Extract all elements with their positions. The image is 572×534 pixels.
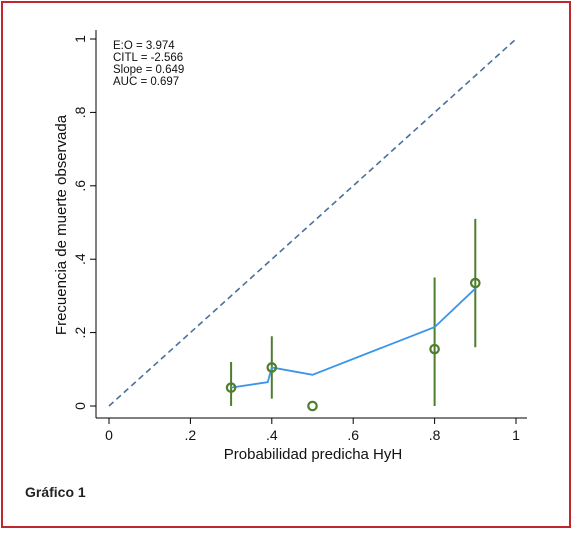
- y-axis-label: Frecuencia de muerte observada: [53, 114, 70, 335]
- group-marker: [429, 343, 440, 355]
- eo-annotation: E:O = 3.974: [113, 40, 175, 52]
- y-tick-label: 0: [72, 402, 88, 410]
- x-tick-label: .4: [266, 427, 278, 443]
- y-tick-label: .4: [72, 253, 88, 265]
- group-marker: [225, 382, 237, 393]
- y-tick-label: .8: [72, 106, 88, 118]
- x-tick-label: 1: [512, 427, 520, 443]
- x-ticks: 0 .2 .4 .6 .8 1: [105, 418, 520, 443]
- reference-diagonal-line: [108, 38, 517, 407]
- group-marker: [469, 277, 481, 289]
- group-marker: [307, 400, 318, 412]
- auc-annotation: AUC = 0.697: [113, 76, 179, 88]
- y-tick-label: .6: [72, 180, 88, 192]
- x-axis-label: Probabilidad predicha HyH: [224, 446, 402, 463]
- group-marker: [266, 362, 278, 373]
- group-points: [225, 277, 481, 412]
- y-tick-label: .2: [72, 327, 88, 339]
- figure-caption: Gráfico 1: [25, 484, 86, 500]
- x-tick-label: .6: [347, 427, 359, 443]
- y-ticks: 0 .2 .4 .6 .8 1: [72, 35, 96, 410]
- smoothed-calibration-curve: [230, 287, 476, 389]
- x-tick-label: 0: [105, 427, 113, 443]
- slope-annotation: Slope = 0.649: [113, 64, 184, 76]
- x-tick-label: .2: [185, 427, 197, 443]
- citl-annotation: CITL = -2.566: [113, 52, 183, 64]
- confidence-intervals: [230, 218, 477, 406]
- x-tick-label: .8: [429, 427, 441, 443]
- y-tick-label: 1: [72, 35, 88, 43]
